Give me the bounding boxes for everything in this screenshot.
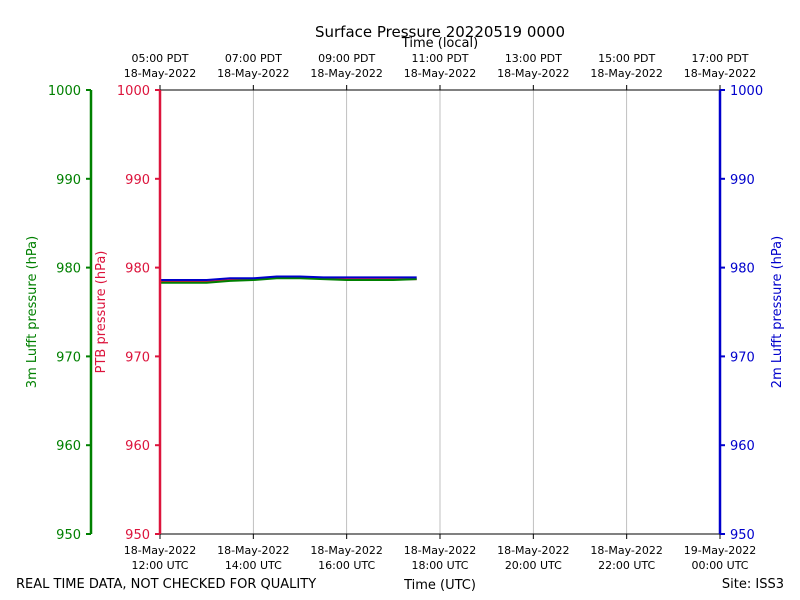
x-tick-label-utc-time: 14:00 UTC: [225, 559, 282, 572]
x-tick-label-local-time: 09:00 PDT: [318, 52, 375, 65]
ptb-tick-label: 960: [125, 439, 150, 454]
lufft2m-tick-label: 960: [730, 439, 755, 454]
lufft3m-tick-label: 950: [56, 528, 81, 543]
x-tick-label-local-date: 18-May-2022: [404, 67, 476, 80]
ptb-tick-label: 970: [125, 350, 150, 365]
x-tick-label-local-time: 17:00 PDT: [691, 52, 748, 65]
lufft2m-tick-label: 950: [730, 528, 755, 543]
x-tick-label-utc-date: 18-May-2022: [310, 544, 382, 557]
x-ticks: 18-May-2022 12:00 UTC 05:00 PDT 18-May-2022…: [124, 52, 756, 572]
lufft2m-tick-label: 970: [730, 350, 755, 365]
x-tick-label-local-time: 05:00 PDT: [131, 52, 188, 65]
x-tick-label-local-date: 18-May-2022: [310, 67, 382, 80]
y-axis-label-ptb: PTB pressure (hPa): [94, 251, 109, 374]
plot-frame: [89, 89, 722, 535]
x-tick-label-utc-date: 18-May-2022: [217, 544, 289, 557]
x-tick-label-local-date: 18-May-2022: [124, 67, 196, 80]
lufft3m-tick-label: 1000: [48, 84, 81, 99]
x-tick-label-local-time: 07:00 PDT: [225, 52, 282, 65]
x-axis-label: Time (UTC): [403, 578, 476, 593]
x-tick-label-local-date: 18-May-2022: [684, 67, 756, 80]
x-tick-label-utc-date: 18-May-2022: [497, 544, 569, 557]
ptb-tick-label: 990: [125, 173, 150, 188]
lufft3m-tick-label: 990: [56, 173, 81, 188]
x-tick-label-utc-date: 18-May-2022: [124, 544, 196, 557]
x-tick-label-local-time: 13:00 PDT: [505, 52, 562, 65]
series-line-1: [160, 277, 417, 284]
series-group: [160, 275, 417, 284]
x-tick-label-utc-time: 20:00 UTC: [505, 559, 562, 572]
y-axis-label-lufft2m: 2m Lufft pressure (hPa): [770, 236, 785, 388]
gridlines: [252, 90, 628, 534]
x-tick-label-utc-date: 18-May-2022: [404, 544, 476, 557]
x-tick-label-local-time: 15:00 PDT: [598, 52, 655, 65]
lufft2m-tick-label: 1000: [730, 84, 763, 99]
x-tick-label-utc-time: 22:00 UTC: [598, 559, 655, 572]
y-axis-label-lufft3m: 3m Lufft pressure (hPa): [25, 236, 40, 388]
footer-site: Site: ISS3: [722, 577, 784, 592]
lufft3m-tick-label: 970: [56, 350, 81, 365]
series-line-2: [160, 275, 417, 281]
x-tick-label-utc-date: 19-May-2022: [684, 544, 756, 557]
lufft2m-tick-label: 990: [730, 173, 755, 188]
footer-warning: REAL TIME DATA, NOT CHECKED FOR QUALITY: [16, 577, 316, 592]
ptb-tick-label: 950: [125, 528, 150, 543]
x-tick-label-local-date: 18-May-2022: [590, 67, 662, 80]
x-tick-label-utc-time: 00:00 UTC: [691, 559, 748, 572]
lufft3m-tick-label: 980: [56, 262, 81, 277]
x-tick-label-local-date: 18-May-2022: [497, 67, 569, 80]
x-tick-label-utc-time: 16:00 UTC: [318, 559, 375, 572]
x-tick-label-local-date: 18-May-2022: [217, 67, 289, 80]
y-ticks: 950 950 950 960 960 960 970 970 970 980 980 980 990 9…: [48, 84, 763, 543]
x-tick-label-utc-date: 18-May-2022: [590, 544, 662, 557]
top-axis-label: Time (local): [401, 36, 478, 51]
x-tick-label-local-time: 11:00 PDT: [411, 52, 468, 65]
lufft2m-tick-label: 980: [730, 262, 755, 277]
x-tick-label-utc-time: 18:00 UTC: [411, 559, 468, 572]
x-tick-label-utc-time: 12:00 UTC: [131, 559, 188, 572]
ptb-tick-label: 1000: [117, 84, 150, 99]
ptb-tick-label: 980: [125, 262, 150, 277]
lufft3m-tick-label: 960: [56, 439, 81, 454]
chart-title: Surface Pressure 20220519 0000: [315, 23, 565, 41]
